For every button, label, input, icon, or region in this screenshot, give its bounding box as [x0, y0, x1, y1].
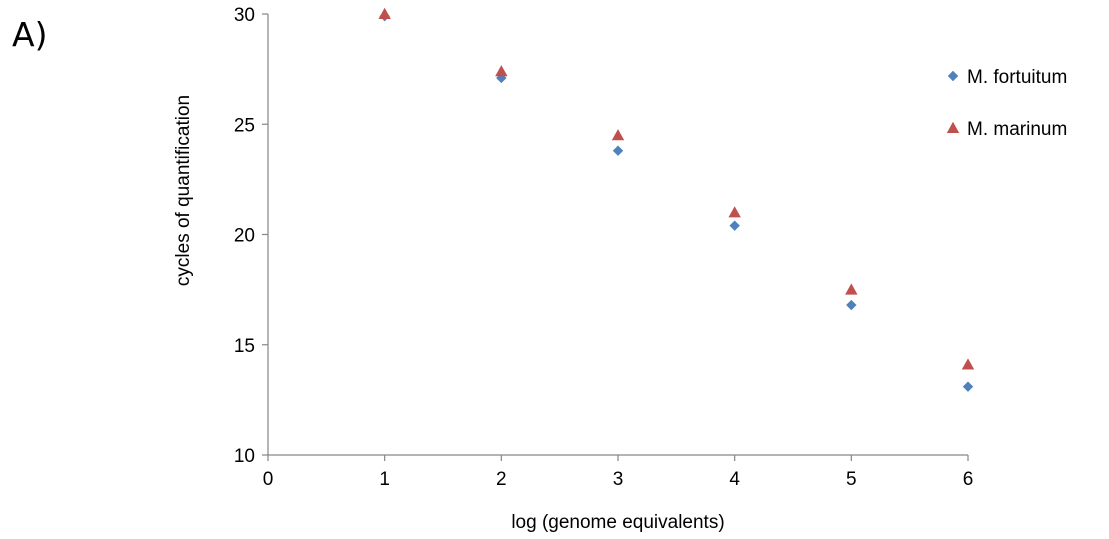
- y-ticks: 10 15 20 25 30: [234, 5, 268, 467]
- data-point-triangle: [611, 129, 625, 141]
- y-tick-label: 10: [234, 446, 255, 467]
- x-tick-label: 1: [379, 469, 390, 490]
- y-tick-label: 30: [234, 5, 255, 26]
- x-tick-label: 4: [729, 469, 740, 490]
- legend-label: M. fortuitum: [967, 67, 1067, 88]
- y-axis-title: cycles of quantification: [173, 95, 194, 286]
- y-tick-label: 25: [234, 115, 255, 136]
- data-point-triangle: [845, 283, 858, 295]
- legend: M. fortuitum M. marinum: [946, 67, 1067, 140]
- axes: [267, 14, 968, 456]
- data-point-triangle: [961, 358, 975, 370]
- y-tick-label: 15: [234, 336, 255, 357]
- x-tick-label: 3: [613, 469, 624, 490]
- data-point-diamond: [729, 220, 740, 231]
- legend-marker-diamond: [947, 70, 959, 82]
- x-tick-label: 5: [846, 469, 857, 490]
- data-point-diamond: [962, 381, 974, 392]
- panel-label: A): [12, 15, 47, 54]
- legend-label: M. marinum: [967, 119, 1067, 140]
- series-marinum: [378, 7, 975, 370]
- legend-marker-triangle: [946, 121, 960, 133]
- data-points: [378, 7, 975, 392]
- x-axis-title: log (genome equivalents): [511, 512, 724, 533]
- x-tick-label: 2: [496, 469, 507, 490]
- x-tick-label: 0: [263, 469, 274, 490]
- series-fortuitum: [379, 11, 974, 392]
- data-point-triangle: [728, 206, 741, 218]
- x-tick-label: 6: [963, 469, 974, 490]
- data-point-triangle: [378, 7, 391, 19]
- data-point-triangle: [495, 65, 508, 77]
- y-tick-label: 20: [234, 226, 255, 247]
- x-ticks: 0 1 2 3 4 5 6: [263, 455, 974, 490]
- data-point-diamond: [612, 145, 624, 156]
- data-point-diamond: [846, 299, 857, 311]
